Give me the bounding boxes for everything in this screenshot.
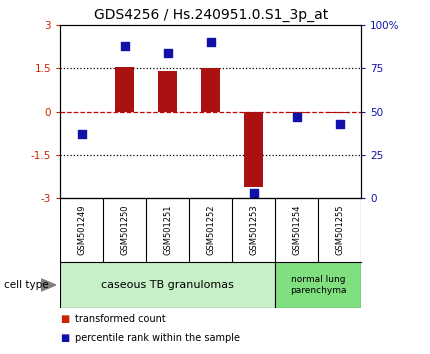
Polygon shape bbox=[41, 279, 56, 291]
Text: percentile rank within the sample: percentile rank within the sample bbox=[75, 333, 240, 343]
Bar bbox=[158, 71, 177, 112]
FancyBboxPatch shape bbox=[60, 262, 275, 308]
Text: transformed count: transformed count bbox=[75, 314, 166, 324]
Text: GSM501252: GSM501252 bbox=[206, 205, 215, 255]
Text: caseous TB granulomas: caseous TB granulomas bbox=[101, 280, 234, 290]
Text: ■: ■ bbox=[60, 314, 70, 324]
Bar bbox=[115, 67, 134, 112]
Text: cell type: cell type bbox=[4, 280, 49, 290]
Point bbox=[164, 50, 171, 55]
Point bbox=[336, 121, 343, 126]
Text: GSM501249: GSM501249 bbox=[77, 205, 86, 255]
Bar bbox=[244, 112, 263, 187]
Bar bbox=[287, 112, 307, 113]
Text: GSM501250: GSM501250 bbox=[120, 205, 129, 255]
Point bbox=[250, 190, 257, 196]
Text: GSM501255: GSM501255 bbox=[335, 205, 344, 255]
Point bbox=[78, 131, 85, 137]
Bar bbox=[330, 112, 350, 113]
Text: ■: ■ bbox=[60, 333, 70, 343]
Point bbox=[293, 114, 300, 120]
Text: GSM501251: GSM501251 bbox=[163, 205, 172, 255]
FancyBboxPatch shape bbox=[275, 262, 361, 308]
Bar bbox=[201, 68, 220, 112]
Text: GSM501254: GSM501254 bbox=[292, 205, 301, 255]
Point bbox=[121, 43, 128, 48]
Text: GSM501253: GSM501253 bbox=[249, 205, 258, 256]
Text: normal lung
parenchyma: normal lung parenchyma bbox=[290, 275, 347, 295]
Title: GDS4256 / Hs.240951.0.S1_3p_at: GDS4256 / Hs.240951.0.S1_3p_at bbox=[94, 8, 328, 22]
Point bbox=[207, 39, 214, 45]
